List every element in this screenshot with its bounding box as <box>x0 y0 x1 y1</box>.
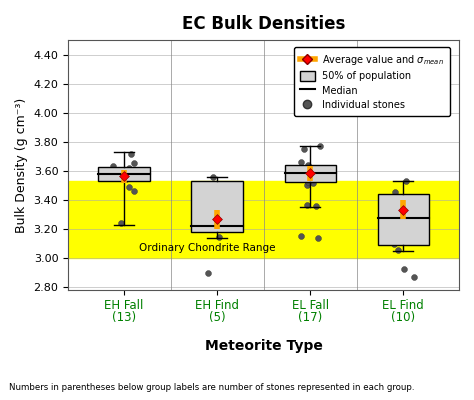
Point <box>314 235 321 241</box>
Point <box>391 189 398 195</box>
Point <box>316 94 324 100</box>
Point <box>126 184 133 190</box>
FancyBboxPatch shape <box>191 180 243 232</box>
Title: EC Bulk Densities: EC Bulk Densities <box>182 15 345 33</box>
Point <box>122 176 130 182</box>
Y-axis label: Bulk Density (g cm⁻³): Bulk Density (g cm⁻³) <box>15 98 28 233</box>
Point <box>317 169 324 176</box>
Text: EH Find: EH Find <box>195 299 239 312</box>
Point <box>312 203 319 209</box>
Point <box>389 212 397 219</box>
Point <box>298 233 305 239</box>
Point <box>311 170 319 176</box>
Point <box>128 150 135 157</box>
Point <box>120 173 128 179</box>
Point <box>309 180 316 186</box>
Text: EL Fall: EL Fall <box>292 299 328 312</box>
Point <box>205 270 212 276</box>
Point <box>400 206 407 213</box>
Point <box>118 220 125 227</box>
Point <box>306 170 314 176</box>
Point <box>210 174 217 180</box>
Text: (10): (10) <box>391 312 415 324</box>
Point <box>394 247 402 254</box>
Point <box>208 219 215 225</box>
Point <box>130 188 138 195</box>
Point <box>307 172 314 179</box>
Point <box>317 143 324 150</box>
Text: (5): (5) <box>209 312 225 324</box>
Point <box>304 179 311 185</box>
Legend: Average value and $\sigma_{mean}$, 50% of population, Median, Individual stones: Average value and $\sigma_{mean}$, 50% o… <box>294 48 450 116</box>
X-axis label: Meteorite Type: Meteorite Type <box>205 339 322 353</box>
Point <box>410 274 418 280</box>
Point <box>399 216 406 222</box>
Text: EH Fall: EH Fall <box>104 299 144 312</box>
Text: (13): (13) <box>112 312 136 324</box>
Point <box>122 166 130 173</box>
Point <box>398 223 406 230</box>
Point <box>305 164 313 171</box>
Point <box>392 204 400 211</box>
Point <box>125 165 132 171</box>
Text: Ordinary Chondrite Range: Ordinary Chondrite Range <box>138 242 275 252</box>
Point <box>304 175 312 182</box>
Point <box>402 177 410 184</box>
Point <box>303 201 311 208</box>
Text: Numbers in parentheses below group labels are number of stones represented in ea: Numbers in parentheses below group label… <box>9 383 415 392</box>
FancyBboxPatch shape <box>284 164 336 182</box>
Point <box>298 159 305 166</box>
Point <box>216 233 223 240</box>
Point <box>300 145 308 152</box>
Point <box>110 168 118 175</box>
Point <box>128 168 136 175</box>
Text: EL Find: EL Find <box>383 299 424 312</box>
Point <box>112 172 120 178</box>
Point <box>131 160 138 166</box>
Point <box>205 226 213 232</box>
Bar <box>68 181 459 258</box>
Point <box>303 182 311 188</box>
Point <box>401 265 408 272</box>
Point <box>390 241 398 247</box>
FancyBboxPatch shape <box>99 168 150 180</box>
Point <box>213 216 221 222</box>
FancyBboxPatch shape <box>378 194 429 245</box>
Text: (17): (17) <box>298 312 322 324</box>
Point <box>109 163 117 169</box>
Point <box>305 162 312 168</box>
Point <box>112 174 120 181</box>
